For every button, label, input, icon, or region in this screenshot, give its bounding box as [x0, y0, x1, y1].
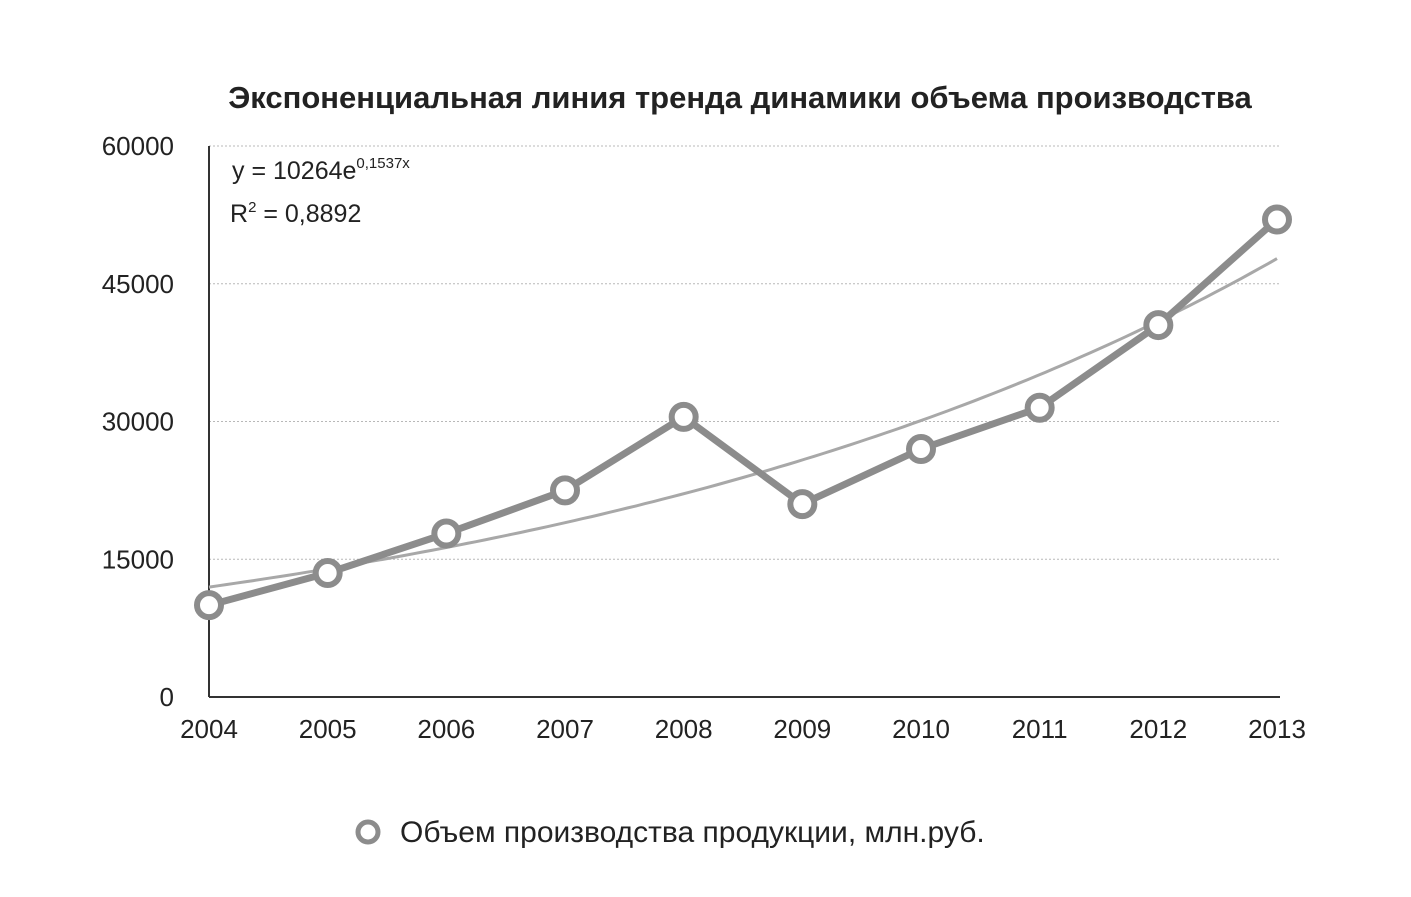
y-tick-label: 45000 [102, 269, 174, 299]
data-point [906, 434, 936, 465]
trend-equation: y = 10264e0,1537x [232, 155, 410, 185]
r-squared: R2 = 0,8892 [230, 199, 361, 228]
data-point [1262, 204, 1292, 235]
y-tick-label: 30000 [102, 407, 174, 437]
x-tick-label: 2009 [773, 714, 831, 744]
data-point [1143, 310, 1174, 341]
data-point [194, 590, 224, 621]
r-squared-power: 2 [248, 199, 256, 216]
data-point [550, 475, 580, 506]
x-tick-label: 2008 [655, 714, 713, 744]
y-tick-label: 60000 [102, 131, 174, 161]
data-points [194, 204, 1292, 621]
x-tick-label: 2013 [1248, 714, 1306, 744]
data-point [431, 518, 462, 549]
trend-equation-base: y = 10264e [232, 157, 356, 185]
trend-equation-exponent: 0,1537x [356, 155, 410, 172]
legend: Объем производства продукции, млн.руб. [355, 816, 985, 849]
chart-title: Экспоненциальная линия тренда динамики о… [228, 80, 1252, 115]
x-tick-label: 2010 [892, 714, 950, 744]
y-tick-label: 0 [160, 682, 174, 712]
legend-label: Объем производства продукции, млн.руб. [400, 816, 985, 849]
y-tick-labels: 0 15000 30000 45000 60000 [102, 131, 174, 712]
trendline [208, 257, 1278, 589]
x-tick-label: 2004 [180, 714, 238, 744]
data-point [1024, 392, 1055, 423]
x-tick-label: 2006 [417, 714, 475, 744]
series-line [205, 216, 1281, 609]
data-point [787, 489, 818, 520]
y-tick-label: 15000 [102, 544, 174, 574]
x-tick-label: 2011 [1012, 714, 1068, 744]
data-point [668, 401, 699, 432]
x-tick-label: 2005 [299, 714, 357, 744]
x-tick-label: 2012 [1129, 714, 1187, 744]
x-tick-labels: 2004 2005 2006 2007 2008 2009 2010 2011 2012 2013 [180, 714, 1306, 744]
r-squared-symbol: R [230, 200, 248, 228]
gridlines [209, 145, 1280, 560]
legend-marker-icon [355, 819, 381, 845]
r-squared-value: = 0,8892 [256, 200, 361, 228]
x-tick-label: 2007 [536, 714, 594, 744]
data-point [312, 558, 343, 589]
